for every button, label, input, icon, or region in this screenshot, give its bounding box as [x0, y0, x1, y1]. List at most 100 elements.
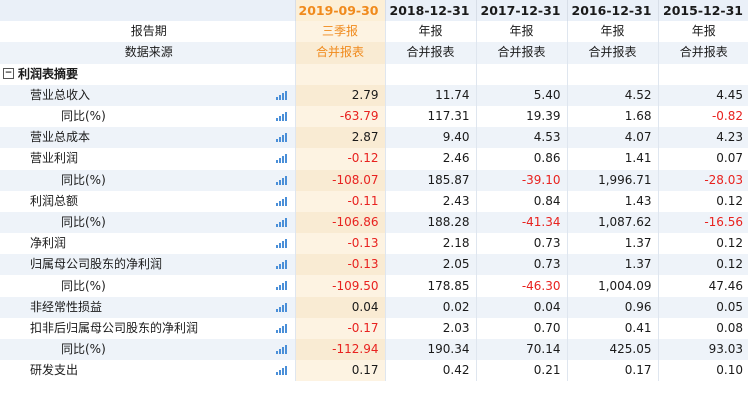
value-cell: -108.07: [294, 169, 385, 191]
value-cell: 2.03: [384, 317, 476, 339]
bar-chart-icon[interactable]: [275, 217, 287, 227]
value-cell: -39.10: [475, 169, 567, 191]
row-label: 非经常性损益: [30, 299, 103, 314]
value-cell: 1.41: [566, 148, 658, 170]
table-row: 营业总收入 2.79 11.74 5.40 4.52 4.45: [0, 84, 748, 106]
value-cell: 0.86: [475, 148, 567, 170]
row-label-cell: 营业总成本: [0, 127, 295, 149]
period-header-row: 2019-09-30 2018-12-31 2017-12-31 2016-12…: [0, 0, 748, 22]
value-cell: 2.18: [384, 233, 476, 255]
period-header[interactable]: 2017-12-31: [475, 0, 567, 22]
value-cell: -63.79: [294, 105, 385, 128]
value-cell: 2.79: [294, 84, 385, 106]
meta-cell: 合并报表: [294, 42, 385, 64]
value-cell: 1.37: [566, 233, 658, 255]
value-cell: 0.84: [475, 190, 567, 212]
period-header[interactable]: 2018-12-31: [384, 0, 476, 22]
value-cell: 5.40: [475, 84, 567, 106]
value-cell: 1,996.71: [566, 169, 658, 191]
row-label: 营业总收入: [30, 87, 91, 102]
value-cell: 0.12: [657, 233, 748, 255]
bar-chart-icon[interactable]: [275, 175, 287, 185]
value-cell: -41.34: [475, 211, 567, 234]
empty-cell: [384, 63, 476, 85]
value-cell: 0.12: [657, 190, 748, 212]
value-cell: 4.45: [657, 84, 748, 106]
value-cell: 47.46: [657, 275, 748, 297]
value-cell: 0.73: [475, 254, 567, 276]
bar-chart-icon[interactable]: [275, 260, 287, 270]
row-label-cell: 同比(%): [0, 339, 295, 361]
table-row: 利润总额 -0.11 2.43 0.84 1.43 0.12: [0, 190, 748, 212]
row-label-cell: 营业利润: [0, 148, 295, 169]
section-row[interactable]: − 利润表摘要: [0, 63, 748, 85]
section-label-cell[interactable]: − 利润表摘要: [0, 64, 295, 85]
bar-chart-icon[interactable]: [275, 345, 287, 354]
value-cell: 1,004.09: [566, 275, 658, 297]
row-label: 净利润: [30, 236, 67, 251]
bar-chart-icon[interactable]: [275, 281, 287, 291]
bar-chart-icon[interactable]: [275, 90, 287, 100]
meta-row: 数据来源 合并报表 合并报表 合并报表 合并报表 合并报表: [0, 42, 748, 64]
value-cell: -28.03: [657, 169, 748, 191]
value-cell: 2.46: [384, 148, 476, 170]
period-header[interactable]: 2016-12-31: [566, 0, 658, 22]
value-cell: 0.73: [475, 233, 567, 255]
bar-chart-icon[interactable]: [275, 239, 287, 249]
row-label-cell: 净利润: [0, 233, 295, 254]
value-cell: 117.31: [384, 105, 476, 128]
value-cell: 188.28: [384, 211, 476, 234]
table-row: 归属母公司股东的净利润 -0.13 2.05 0.73 1.37 0.12: [0, 254, 748, 276]
bar-chart-icon[interactable]: [275, 196, 287, 206]
row-label: 扣非后归属母公司股东的净利润: [30, 320, 199, 335]
value-cell: -0.17: [294, 317, 385, 339]
value-cell: 0.10: [657, 360, 748, 382]
bar-chart-icon[interactable]: [275, 111, 287, 121]
value-cell: 0.04: [475, 296, 567, 318]
value-cell: -106.86: [294, 211, 385, 234]
value-cell: 4.23: [657, 127, 748, 149]
value-cell: 185.87: [384, 169, 476, 191]
row-label-cell: 非经常性损益: [0, 296, 295, 318]
table-row: 净利润 -0.13 2.18 0.73 1.37 0.12: [0, 233, 748, 255]
value-cell: -0.12: [294, 148, 385, 170]
row-label-cell: 同比(%): [0, 275, 295, 296]
value-cell: 2.87: [294, 127, 385, 149]
value-cell: 1.43: [566, 190, 658, 212]
row-label: 归属母公司股东的净利润: [30, 257, 163, 272]
value-cell: -112.94: [294, 339, 385, 361]
bar-chart-icon[interactable]: [275, 154, 287, 164]
period-header[interactable]: 2019-09-30: [294, 0, 385, 22]
value-cell: 190.34: [384, 339, 476, 361]
bar-chart-icon[interactable]: [275, 133, 287, 143]
table-row: 扣非后归属母公司股东的净利润 -0.17 2.03 0.70 0.41 0.08: [0, 317, 748, 339]
value-cell: 178.85: [384, 275, 476, 297]
value-cell: 19.39: [475, 105, 567, 128]
value-cell: 11.74: [384, 84, 476, 106]
row-label: 同比(%): [61, 342, 106, 357]
period-header[interactable]: 2015-12-31: [657, 0, 748, 22]
value-cell: 0.17: [294, 360, 385, 382]
value-cell: -16.56: [657, 211, 748, 234]
row-label: 同比(%): [61, 109, 106, 124]
table-row: 同比(%) -106.86 188.28 -41.34 1,087.62 -16.56: [0, 211, 748, 234]
bar-chart-icon[interactable]: [275, 323, 287, 333]
table-row: 同比(%) -63.79 117.31 19.39 1.68 -0.82: [0, 105, 748, 128]
bar-chart-icon[interactable]: [275, 366, 287, 376]
value-cell: 93.03: [657, 339, 748, 361]
empty-cell: [475, 63, 567, 85]
value-cell: 0.07: [657, 148, 748, 170]
empty-cell: [294, 63, 385, 85]
row-label-cell: 同比(%): [0, 106, 295, 127]
collapse-icon[interactable]: −: [3, 67, 14, 79]
row-label-cell: 利润总额: [0, 191, 295, 212]
value-cell: 0.02: [384, 296, 476, 318]
value-cell: -46.30: [475, 275, 567, 297]
row-label-cell: 研发支出: [0, 360, 295, 381]
section-title: 利润表摘要: [18, 66, 79, 81]
meta-cell: 年报: [657, 21, 748, 43]
value-cell: 4.07: [566, 127, 658, 149]
value-cell: 0.96: [566, 296, 658, 318]
bar-chart-icon[interactable]: [275, 302, 287, 312]
table-row: 非经常性损益 0.04 0.02 0.04 0.96 0.05: [0, 296, 748, 318]
